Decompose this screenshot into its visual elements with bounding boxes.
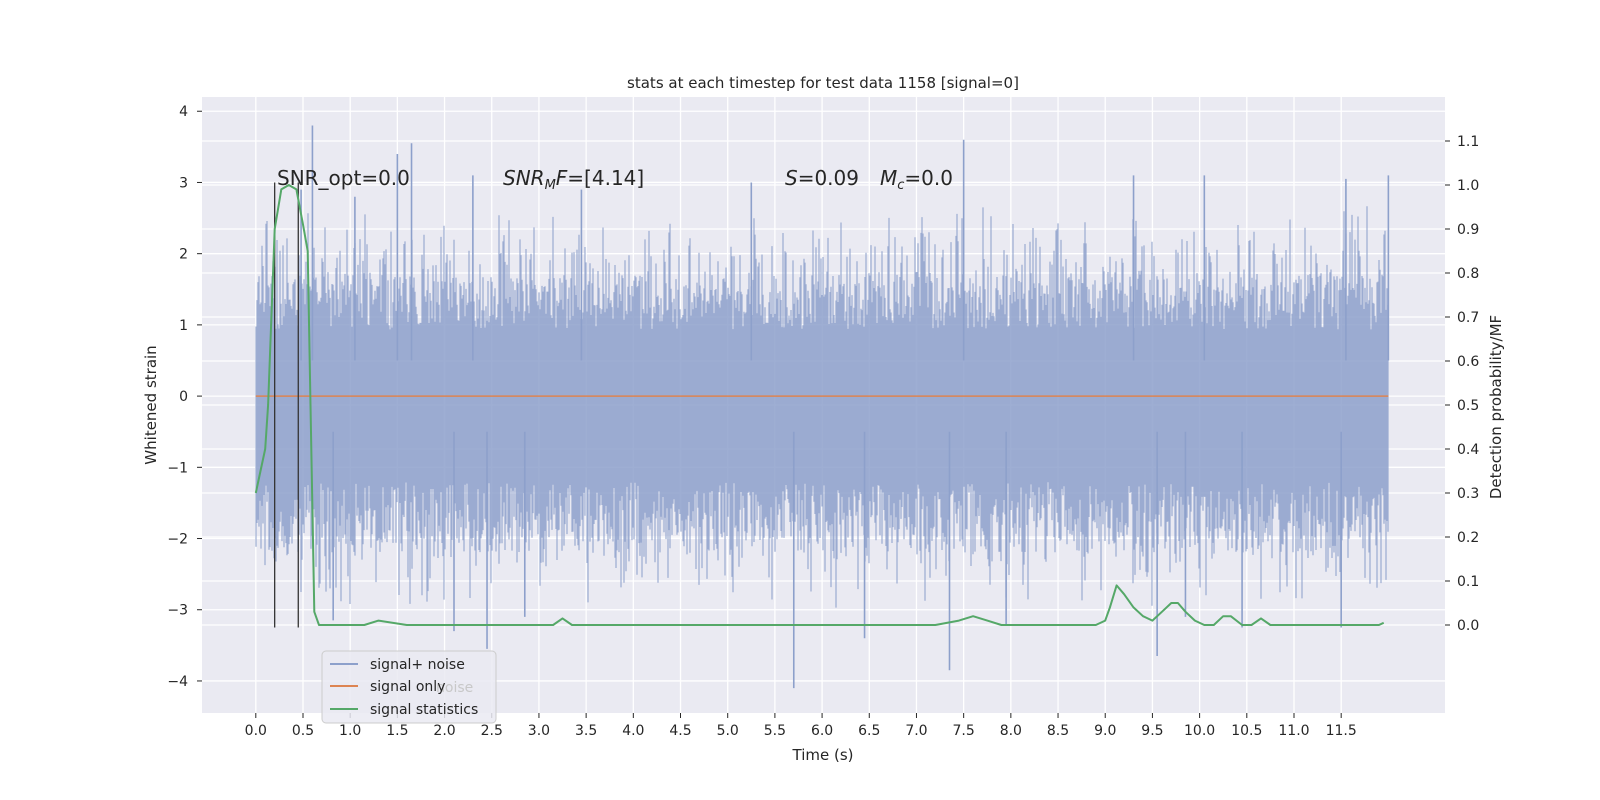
x-tick-label: 9.0 bbox=[1094, 723, 1116, 739]
y-tick-label-right: 0.8 bbox=[1457, 266, 1479, 282]
snr-mf-sub: M bbox=[545, 178, 556, 193]
x-tick-label: 11.5 bbox=[1326, 723, 1357, 739]
annotation-snr-opt: SNR_opt=0.0 bbox=[277, 166, 410, 190]
noise-band bbox=[255, 206, 1389, 608]
x-tick-label: 10.0 bbox=[1184, 723, 1215, 739]
y-tick-label-right: 0.2 bbox=[1457, 530, 1479, 546]
annotation-mc: Mc=0.0 bbox=[880, 166, 953, 193]
x-tick-label: 2.0 bbox=[433, 723, 455, 739]
y-tick-label-left: 4 bbox=[179, 104, 188, 120]
y-tick-label-left: −1 bbox=[167, 460, 188, 476]
x-tick-label: 3.0 bbox=[528, 723, 550, 739]
y-tick-label-right: 0.0 bbox=[1457, 618, 1479, 634]
x-tick-label: 0.0 bbox=[245, 723, 267, 739]
x-tick-label: 6.5 bbox=[858, 723, 880, 739]
mc-value: =0.0 bbox=[904, 166, 953, 190]
x-tick-label: 5.0 bbox=[717, 723, 739, 739]
y-tick-label-right: 1.0 bbox=[1457, 178, 1479, 194]
x-tick-label: 7.5 bbox=[953, 723, 975, 739]
mc-var: M bbox=[880, 166, 897, 190]
x-tick-label: 2.5 bbox=[481, 723, 503, 739]
y-tick-label-right: 0.7 bbox=[1457, 310, 1479, 326]
legend-label-signal-statistics: signal statistics bbox=[370, 702, 478, 718]
x-tick-label: 7.0 bbox=[905, 723, 927, 739]
legend-label-signal-noise: signal+ noise bbox=[370, 657, 465, 673]
x-tick-label: 6.0 bbox=[811, 723, 833, 739]
chart-title: stats at each timestep for test data 115… bbox=[627, 74, 1019, 92]
y-tick-label-right: 0.6 bbox=[1457, 354, 1479, 370]
y-tick-label-left: 3 bbox=[179, 175, 188, 191]
x-tick-label: 11.0 bbox=[1278, 723, 1309, 739]
y-tick-label-left: 1 bbox=[179, 318, 188, 334]
snr-mf-rest-italic: F bbox=[556, 166, 568, 190]
y-tick-label-left: −4 bbox=[167, 674, 188, 690]
s-var: S bbox=[785, 166, 798, 190]
x-tick-label: 4.0 bbox=[622, 723, 644, 739]
x-tick-label: 9.5 bbox=[1141, 723, 1163, 739]
x-tick-label: 4.5 bbox=[669, 723, 691, 739]
y-tick-label-right: 0.9 bbox=[1457, 222, 1479, 238]
snr-mf-base: SNR bbox=[503, 166, 545, 190]
x-axis-label: Time (s) bbox=[792, 746, 854, 764]
y-tick-label-right: 0.1 bbox=[1457, 574, 1479, 590]
y-axis-label-left: Whitened strain bbox=[142, 345, 160, 464]
legend: noise signal+ noise signal only signal s… bbox=[321, 650, 497, 724]
y-tick-label-right: 0.3 bbox=[1457, 486, 1479, 502]
x-tick-label: 0.5 bbox=[292, 723, 314, 739]
x-tick-label: 5.5 bbox=[764, 723, 786, 739]
y-tick-label-left: −3 bbox=[167, 603, 188, 619]
x-tick-label: 3.5 bbox=[575, 723, 597, 739]
signal-statistics-line bbox=[254, 184, 1385, 626]
vertical-markers bbox=[274, 182, 299, 628]
x-tick-label: 1.5 bbox=[386, 723, 408, 739]
s-value: =0.09 bbox=[798, 166, 859, 190]
y-tick-label-left: −2 bbox=[167, 532, 188, 548]
snr-mf-value: =[4.14] bbox=[567, 166, 644, 190]
y-tick-label-right: 0.4 bbox=[1457, 442, 1479, 458]
y-axis-label-right: Detection probability/MF bbox=[1487, 315, 1505, 499]
x-tick-label: 10.5 bbox=[1231, 723, 1262, 739]
legend-box bbox=[321, 650, 497, 724]
annotation-s: S=0.09 bbox=[785, 166, 859, 190]
x-tick-label: 8.0 bbox=[1000, 723, 1022, 739]
y-tick-label-left: 0 bbox=[179, 389, 188, 405]
mc-sub: c bbox=[897, 178, 904, 193]
legend-label-signal-only: signal only bbox=[370, 679, 445, 695]
ticks: 0.0 0.5 1.0 1.5 2.0 2.5 3.0 3.5 4.0 4.5 5.0 5.5 6.0 6… bbox=[167, 104, 1479, 739]
signal-noise-series bbox=[255, 125, 1390, 689]
y-tick-label-right: 0.5 bbox=[1457, 398, 1479, 414]
annotation-snr-mf: SNRMF=[4.14] bbox=[503, 166, 644, 193]
y-tick-label-left: 2 bbox=[179, 247, 188, 263]
x-tick-label: 1.0 bbox=[339, 723, 361, 739]
x-tick-label: 8.5 bbox=[1047, 723, 1069, 739]
legend-ghost-text: noise bbox=[436, 680, 473, 696]
signal-statistics-series bbox=[254, 184, 1385, 626]
y-tick-label-right: 1.1 bbox=[1457, 134, 1479, 150]
